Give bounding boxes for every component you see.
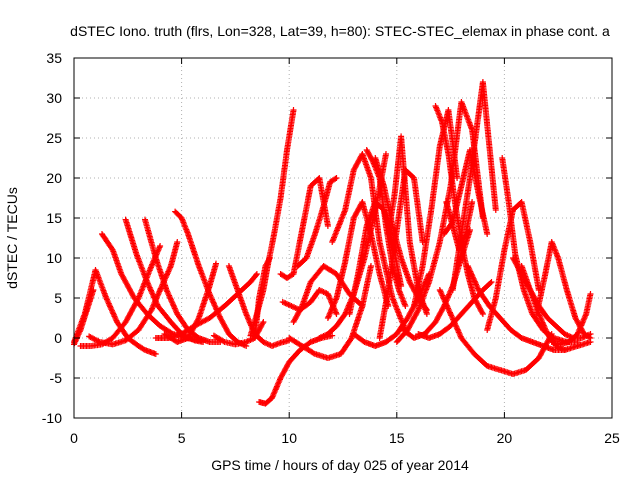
- y-tick-label: -10: [42, 410, 62, 426]
- chart-title: dSTEC Iono. truth (flrs, Lon=328, Lat=39…: [70, 23, 610, 39]
- axis-ticks: 0 5 10 15 20 25 -10 -5 0 5 10 15 20 25 30 35: [42, 50, 620, 446]
- series-45: [548, 291, 594, 348]
- x-tick-label: 25: [604, 430, 620, 446]
- y-tick-label: 30: [46, 90, 62, 106]
- series-38: [436, 287, 555, 377]
- y-tick-label: 15: [46, 210, 62, 226]
- y-tick-label: 25: [46, 130, 62, 146]
- series-markers: [548, 291, 594, 348]
- y-tick-label: 20: [46, 170, 62, 186]
- series-14: [251, 255, 273, 341]
- series-44: [533, 239, 594, 341]
- x-tick-label: 5: [178, 430, 186, 446]
- series-22: [324, 199, 392, 321]
- x-tick-label: 0: [70, 430, 78, 446]
- y-tick-label: 35: [46, 50, 62, 66]
- series-7: [86, 239, 181, 348]
- series-markers: [86, 239, 181, 348]
- y-axis-label: dSTEC / TECUs: [4, 187, 20, 289]
- y-tick-label: 5: [54, 290, 62, 306]
- plot-frame: [73, 57, 613, 419]
- series-markers: [484, 199, 542, 333]
- x-axis-label: GPS time / hours of day 025 of year 2014: [211, 457, 469, 473]
- y-tick-label: 10: [46, 250, 62, 266]
- series-40: [484, 199, 542, 333]
- x-tick-label: 15: [389, 430, 405, 446]
- series-markers: [329, 151, 409, 333]
- series-37: [449, 79, 499, 293]
- series-23: [329, 151, 409, 333]
- x-tick-label: 10: [281, 430, 297, 446]
- series-markers: [533, 239, 594, 341]
- x-tick-label: 20: [497, 430, 513, 446]
- series-markers: [449, 79, 499, 293]
- y-tick-label: -5: [50, 370, 63, 386]
- series-19: [294, 175, 340, 269]
- series-markers: [324, 199, 392, 321]
- y-tick-label: 0: [54, 330, 62, 346]
- series-markers: [294, 175, 340, 269]
- series-markers: [436, 287, 555, 377]
- series-markers: [251, 255, 273, 341]
